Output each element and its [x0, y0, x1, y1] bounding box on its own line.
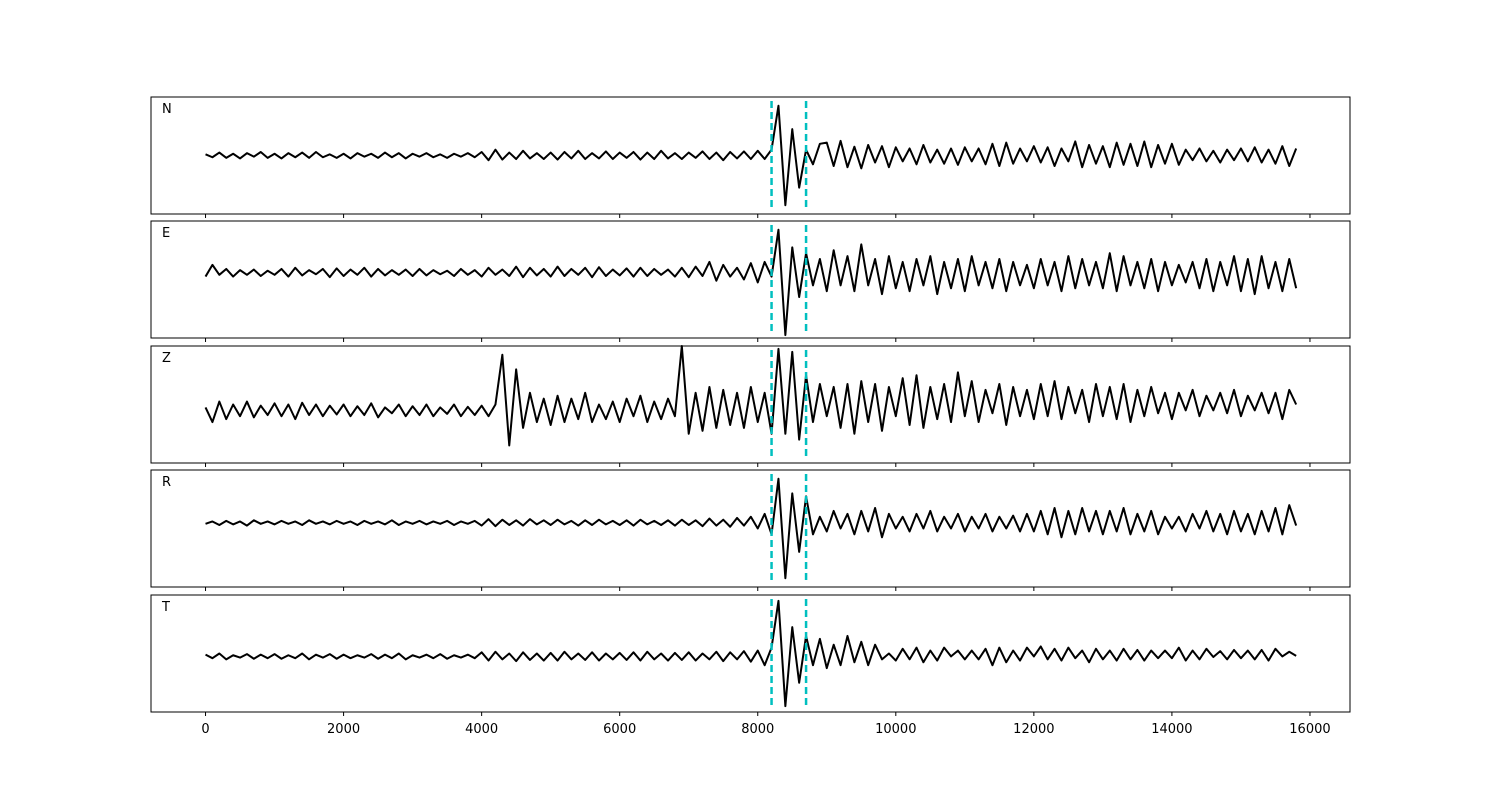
trace — [205, 104, 1298, 207]
panel-label: N — [162, 102, 172, 117]
panel-label: Z — [162, 351, 171, 366]
panel-frame — [150, 469, 1351, 588]
panel-frame — [150, 345, 1351, 464]
panel-label: T — [161, 600, 170, 615]
x-tick-label: 6000 — [603, 722, 636, 737]
x-tick-label: 0 — [201, 722, 209, 737]
x-tick-label: 16000 — [1289, 722, 1330, 737]
trace — [204, 345, 1298, 447]
panel-frame — [150, 96, 1351, 215]
x-tick-label: 8000 — [741, 722, 774, 737]
panel-label: R — [162, 475, 171, 490]
trace — [205, 599, 1297, 708]
trace — [205, 477, 1298, 580]
x-tick-label: 14000 — [1151, 722, 1192, 737]
panel-frame — [150, 594, 1351, 713]
trace — [204, 228, 1298, 337]
x-tick-label: 2000 — [327, 722, 360, 737]
panel-label: E — [162, 226, 170, 241]
x-tick-label: 10000 — [875, 722, 916, 737]
x-tick-label: 4000 — [465, 722, 498, 737]
x-tick-label: 12000 — [1013, 722, 1054, 737]
panel-frame — [150, 220, 1351, 339]
